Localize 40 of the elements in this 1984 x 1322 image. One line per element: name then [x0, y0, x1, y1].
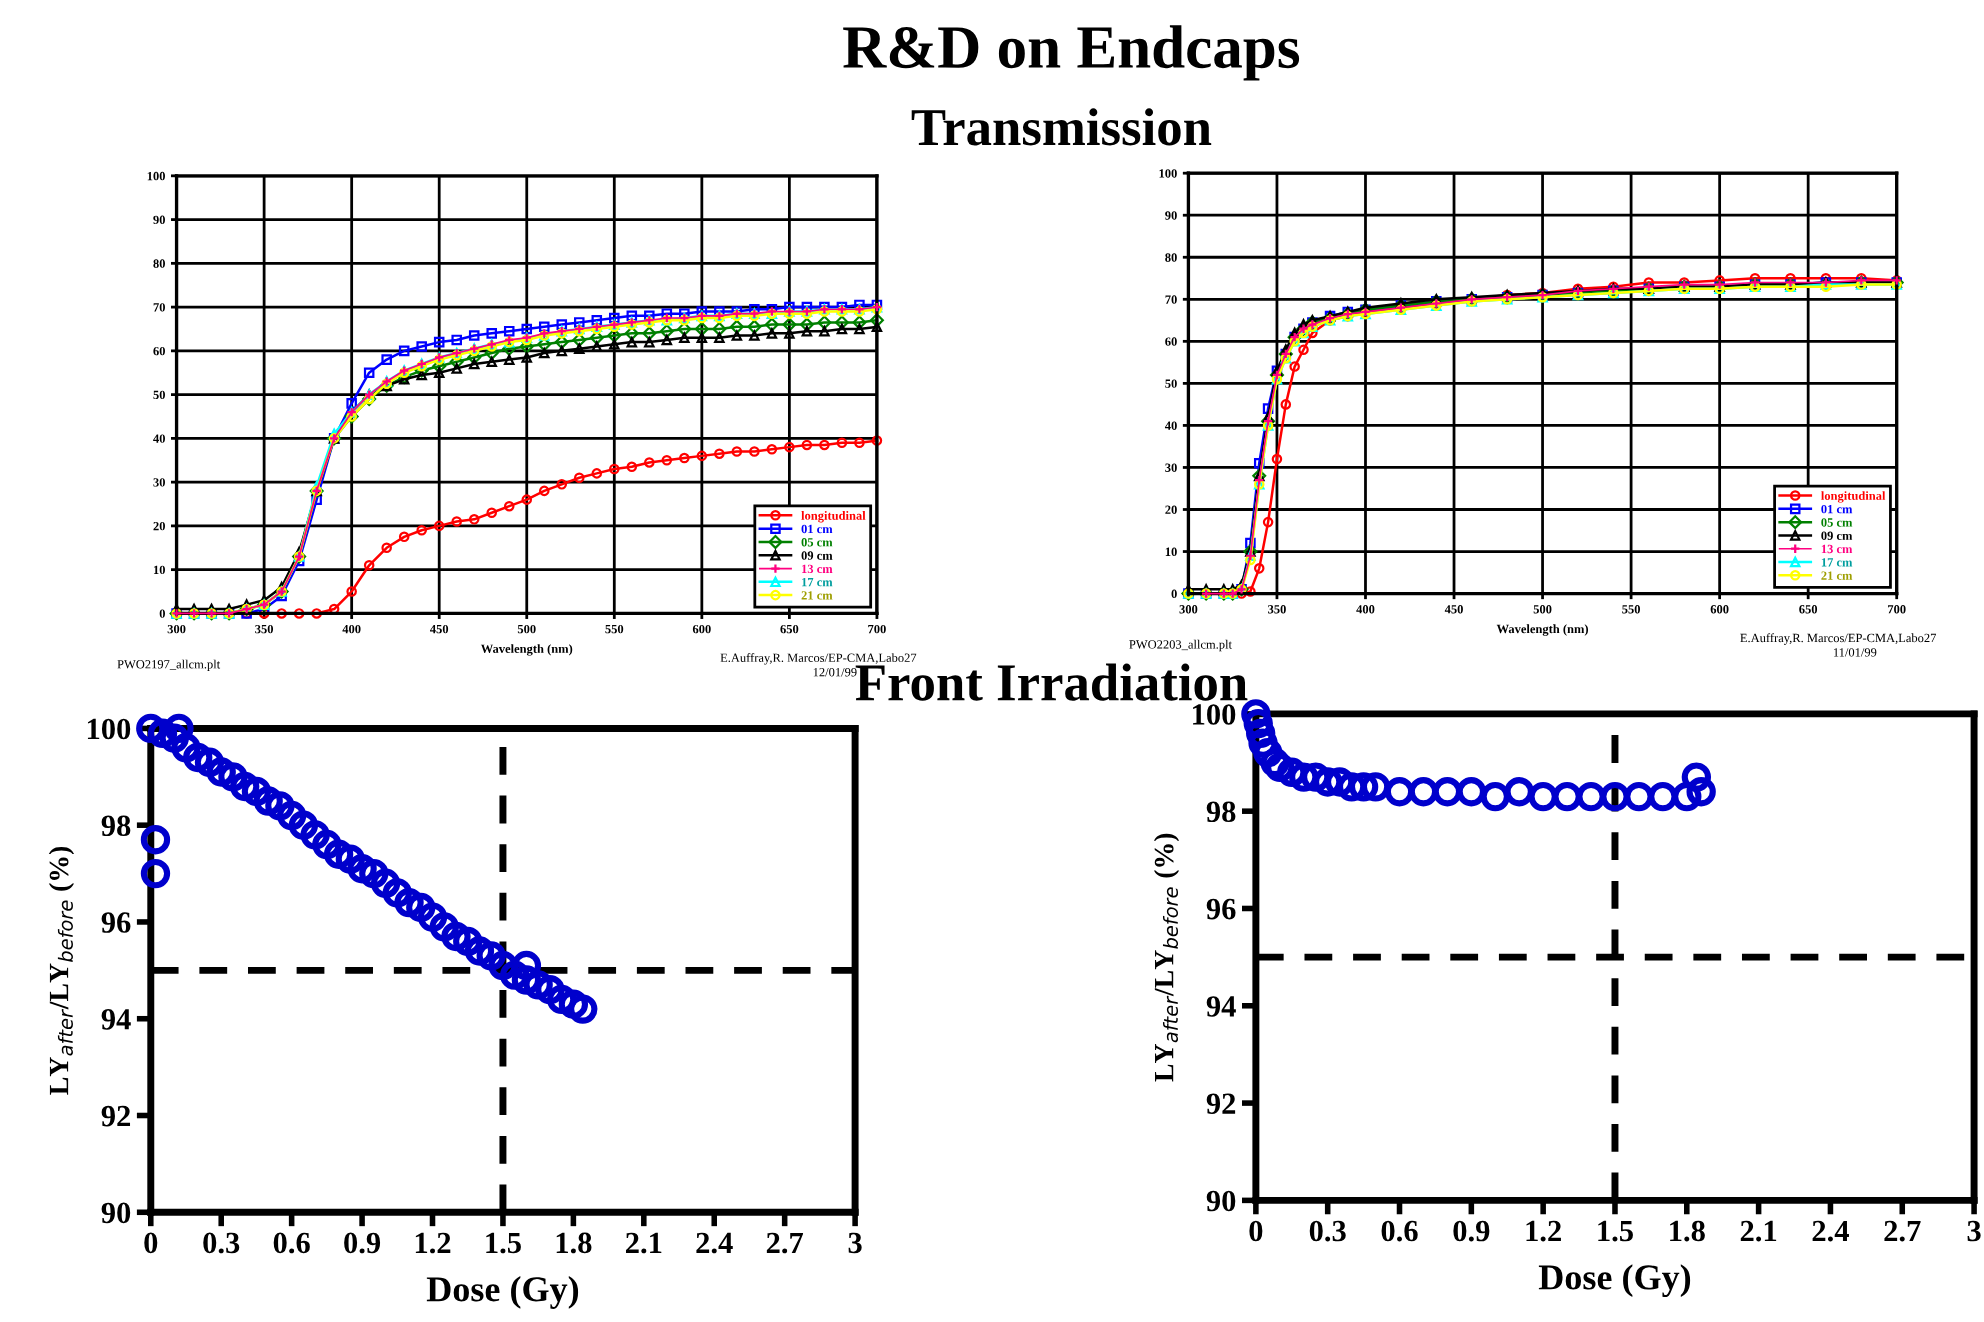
y-tick-label: 94: [1206, 996, 1236, 1017]
text: Front Irradiation: [855, 663, 1248, 701]
y-tick-label: 90: [101, 1202, 131, 1224]
y-axis-title: LY$_{after}$/LY$_{before}$ (%): [48, 846, 75, 1095]
x-tick-label: 0.9: [1453, 1220, 1490, 1242]
x-tick-label: 2.1: [626, 1232, 662, 1254]
x-tick-label: 0: [1249, 1220, 1263, 1242]
x-axis-title: Dose (Gy): [1538, 1264, 1691, 1298]
y-tick-label: 100: [1193, 704, 1236, 725]
x-tick-label: 0.9: [344, 1232, 381, 1254]
y-tick-label: 92: [101, 1105, 131, 1127]
x-tick-label: 2.7: [766, 1232, 804, 1254]
x-tick-label: 1.5: [486, 1232, 521, 1254]
x-tick-label: 1.8: [1670, 1220, 1705, 1242]
y-tick-label: 100: [87, 718, 131, 740]
x-tick-label: 0.6: [1381, 1220, 1418, 1242]
x-tick-label: 1.2: [1526, 1220, 1561, 1242]
y-tick-label: 92: [1206, 1093, 1236, 1114]
y-tick-label: 90: [1206, 1190, 1236, 1212]
x-axis-title: Dose (Gy): [426, 1276, 579, 1309]
x-tick-label: 2.4: [696, 1232, 733, 1254]
y-tick-label: 98: [1206, 801, 1236, 823]
x-tick-label: 2.1: [1740, 1220, 1777, 1242]
x-tick-label: 2.7: [1884, 1220, 1921, 1242]
x-tick-label: 3: [1967, 1220, 1981, 1242]
x-tick-label: 0.3: [203, 1232, 240, 1254]
y-tick-label: 98: [101, 815, 131, 837]
x-tick-label: 3: [848, 1232, 862, 1254]
x-tick-label: 1.5: [1598, 1220, 1633, 1242]
y-tick-label: 96: [1206, 898, 1236, 920]
text: Transmission: [911, 108, 1212, 146]
x-tick-label: 1.8: [556, 1232, 592, 1254]
y-tick-label: 94: [101, 1009, 131, 1030]
x-tick-label: 1.2: [415, 1232, 451, 1254]
y-axis-title: LY$_{after}$/LY$_{before}$ (%): [1153, 833, 1180, 1082]
x-tick-label: 0.6: [273, 1232, 310, 1254]
text: R&D on Endcaps: [843, 25, 1300, 81]
y-tick-label: 96: [101, 912, 131, 933]
x-tick-label: 0.3: [1309, 1220, 1346, 1242]
x-tick-label: 2.4: [1812, 1220, 1849, 1242]
